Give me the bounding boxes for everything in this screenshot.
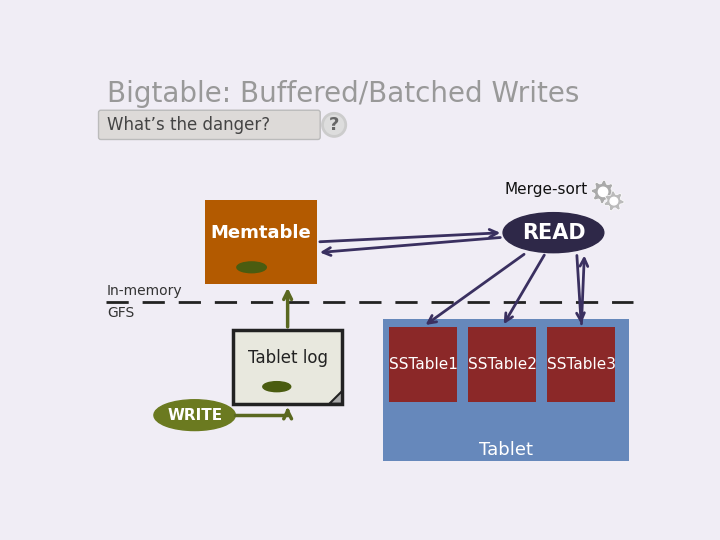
- Bar: [204, 200, 317, 284]
- Text: WRITE: WRITE: [167, 408, 222, 423]
- Circle shape: [323, 113, 346, 137]
- Bar: [547, 327, 616, 402]
- Polygon shape: [604, 191, 624, 211]
- Text: ?: ?: [329, 116, 339, 134]
- Text: GFS: GFS: [107, 306, 135, 320]
- Circle shape: [610, 197, 618, 205]
- Ellipse shape: [263, 382, 291, 392]
- Text: In-memory: In-memory: [107, 284, 183, 298]
- Bar: [468, 327, 536, 402]
- Polygon shape: [330, 392, 342, 403]
- Text: SSTable3: SSTable3: [547, 357, 616, 372]
- Text: SSTable1: SSTable1: [389, 357, 458, 372]
- Polygon shape: [591, 180, 615, 204]
- Ellipse shape: [503, 213, 604, 253]
- Circle shape: [598, 187, 608, 197]
- Text: Merge-sort: Merge-sort: [505, 182, 588, 197]
- FancyBboxPatch shape: [99, 110, 320, 139]
- Text: SSTable2: SSTable2: [468, 357, 536, 372]
- Bar: [389, 327, 457, 402]
- Text: What’s the danger?: What’s the danger?: [107, 116, 270, 134]
- Bar: [233, 330, 342, 403]
- Text: Tablet log: Tablet log: [248, 349, 328, 367]
- Bar: [383, 319, 629, 461]
- Text: Memtable: Memtable: [210, 224, 311, 242]
- Ellipse shape: [237, 262, 266, 273]
- Text: Tablet: Tablet: [480, 441, 534, 459]
- Text: Bigtable: Buffered/Batched Writes: Bigtable: Buffered/Batched Writes: [107, 80, 580, 108]
- Ellipse shape: [154, 400, 235, 430]
- Text: READ: READ: [521, 222, 585, 242]
